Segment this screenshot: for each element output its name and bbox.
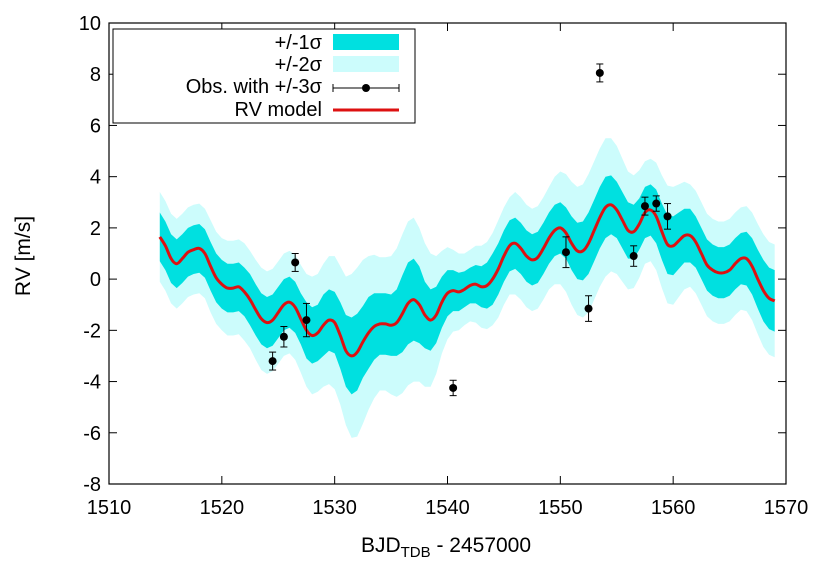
y-axis-title: RV [m/s] bbox=[12, 216, 35, 296]
observation-marker bbox=[561, 248, 570, 257]
x-axis-title: BJDTDB - 2457000 bbox=[361, 534, 531, 561]
observation-point-5 bbox=[561, 236, 570, 269]
legend-label-band1: +/-1σ bbox=[275, 32, 323, 54]
observation-point-7 bbox=[595, 63, 604, 83]
rv-model-series bbox=[158, 203, 776, 358]
x-axis-title-subscript: TDB bbox=[401, 544, 431, 561]
y-tick-label: 0 bbox=[90, 269, 101, 291]
y-tick-label: 2 bbox=[90, 218, 101, 240]
y-tick-label: -8 bbox=[83, 474, 101, 496]
observation-marker bbox=[584, 304, 593, 313]
x-tick-label: 1550 bbox=[538, 497, 583, 519]
x-tick-label: 1510 bbox=[87, 497, 132, 519]
x-tick-label: 1530 bbox=[312, 497, 357, 519]
x-tick-label: 1570 bbox=[764, 497, 809, 519]
observation-point-10 bbox=[652, 195, 661, 212]
legend-swatch-observations bbox=[332, 84, 400, 92]
x-tick-label: 1520 bbox=[200, 497, 245, 519]
rv-model-line bbox=[158, 203, 776, 358]
observation-marker bbox=[279, 332, 288, 341]
observation-marker bbox=[663, 212, 672, 221]
y-tick-label: 6 bbox=[90, 115, 101, 137]
legend-swatch-band2 bbox=[333, 56, 399, 72]
y-tick-label: -2 bbox=[83, 320, 101, 342]
x-axis: 1510 1520 1530 1540 1550 1560 1570 bbox=[87, 23, 809, 519]
observation-marker bbox=[652, 199, 661, 208]
x-tick-label: 1560 bbox=[651, 497, 696, 519]
y-tick-label: 8 bbox=[90, 64, 101, 86]
observation-point-6 bbox=[584, 295, 593, 322]
y-tick-label: -6 bbox=[83, 423, 101, 445]
observation-marker bbox=[302, 316, 311, 325]
x-axis-title-main: BJD bbox=[361, 534, 401, 557]
observation-point-1 bbox=[279, 325, 288, 348]
x-axis-title-tail: - 2457000 bbox=[431, 534, 531, 557]
y-axis: -8 -6 -4 -2 0 2 4 6 8 10 bbox=[79, 13, 786, 496]
x-tick-label: 1540 bbox=[425, 497, 470, 519]
observation-marker bbox=[595, 68, 604, 77]
y-tick-label: 4 bbox=[90, 167, 101, 189]
observation-point-3 bbox=[302, 302, 311, 338]
observation-marker bbox=[291, 258, 300, 267]
observation-marker bbox=[268, 357, 277, 366]
y-tick-label: 10 bbox=[79, 13, 101, 35]
legend: +/-1σ +/-2σ Obs. with +/-3σ RV model bbox=[112, 28, 416, 124]
observation-point-0 bbox=[268, 351, 277, 371]
observation-point-9 bbox=[640, 196, 649, 216]
legend-swatch-band1 bbox=[333, 34, 399, 50]
legend-label-observations: Obs. with +/-3σ bbox=[186, 76, 323, 98]
observation-point-4 bbox=[449, 379, 458, 397]
observations-series bbox=[268, 63, 672, 397]
observation-point-2 bbox=[291, 253, 300, 272]
observation-point-11 bbox=[663, 203, 672, 230]
observation-marker bbox=[449, 383, 458, 392]
y-tick-label: -4 bbox=[83, 372, 101, 394]
observation-point-8 bbox=[629, 245, 638, 267]
legend-label-model: RV model bbox=[235, 99, 322, 121]
band-1sigma bbox=[159, 175, 775, 395]
legend-label-band2: +/-2σ bbox=[275, 54, 323, 76]
observation-marker bbox=[629, 252, 638, 261]
observation-marker bbox=[640, 202, 649, 211]
